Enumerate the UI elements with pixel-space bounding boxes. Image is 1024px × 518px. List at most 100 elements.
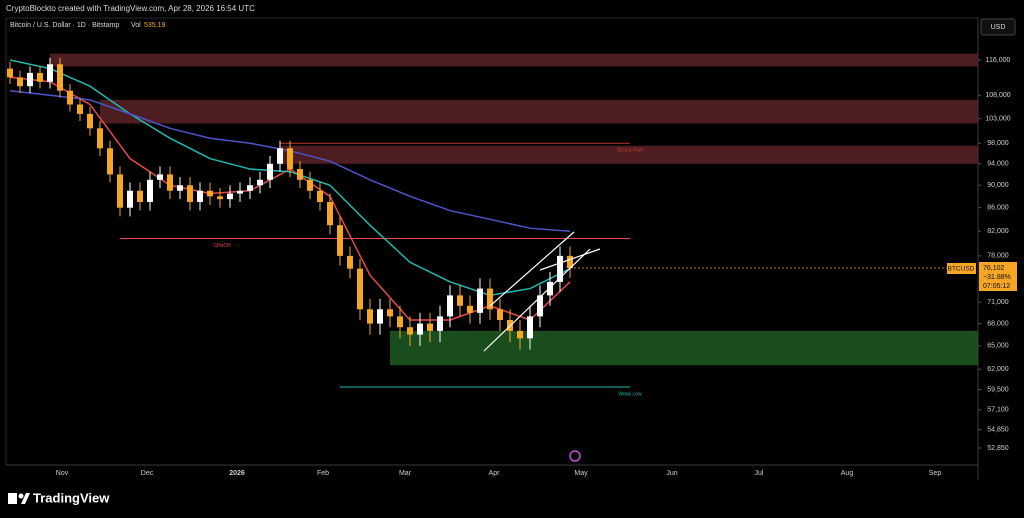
last-price: 76,102 [983, 265, 1005, 272]
candle-body [307, 179, 313, 191]
candle-body [387, 309, 393, 317]
candle-body [287, 148, 293, 170]
y-tick-label: 90,000 [987, 182, 1009, 189]
candle-body [47, 64, 53, 82]
channel-extension [539, 248, 601, 271]
candle-body [227, 193, 233, 200]
y-tick-label: 116,000 [986, 57, 1011, 64]
x-tick-label: 2026 [229, 470, 245, 477]
channel-lower [483, 248, 591, 352]
candle-body [557, 255, 563, 282]
candle-body [7, 68, 13, 78]
y-tick-label: 98,000 [987, 140, 1009, 147]
candle-body [127, 190, 133, 208]
plot-area [5, 17, 979, 466]
candle-body [157, 174, 163, 180]
y-tick-label: 86,000 [987, 205, 1009, 212]
logo[interactable]: TradingView [8, 490, 110, 505]
zone [100, 99, 978, 124]
candle-body [187, 185, 193, 202]
candle-body [437, 316, 443, 331]
y-tick-label: 62,000 [987, 366, 1009, 373]
x-tick-label: Feb [317, 470, 329, 477]
candle-body [537, 295, 543, 317]
candle-body [327, 201, 333, 226]
x-tick-label: Jun [666, 470, 677, 477]
volume: 535.19 [144, 22, 166, 29]
currency-box[interactable] [980, 18, 1016, 36]
level-label: Weak Low [618, 391, 642, 397]
candle-body [347, 255, 353, 269]
candle-body [337, 225, 343, 256]
y-tick-label: 54,850 [987, 427, 1009, 434]
candle-body [107, 148, 113, 175]
candle-body [477, 288, 483, 313]
y-tick-label: 68,000 [987, 320, 1009, 327]
zone [50, 53, 978, 67]
currency[interactable]: USD [991, 24, 1006, 31]
logo-slash [21, 493, 30, 504]
candle-body [317, 190, 323, 202]
candle-body [487, 288, 493, 310]
x-tick-label: Apr [489, 470, 501, 477]
change: −31.88% [983, 274, 1011, 281]
candle-body [407, 327, 413, 335]
y-tick-label: 78,000 [987, 253, 1009, 260]
y-tick-label: 103,000 [985, 115, 1010, 122]
y-tick-label: 82,000 [987, 228, 1009, 235]
candle-body [237, 190, 243, 194]
candle-body [37, 72, 43, 82]
y-tick-label: 94,000 [987, 161, 1009, 168]
candle-body [57, 64, 63, 91]
ticker: BTCUSD [948, 266, 975, 273]
x-tick-label: Sep [929, 470, 942, 477]
y-tick-label: 108,000 [985, 92, 1010, 99]
candle-body [247, 185, 253, 191]
candle-body [517, 330, 523, 339]
logo-dot [18, 493, 24, 499]
candle-body [377, 309, 383, 324]
y-tick-label: 52,850 [987, 445, 1009, 452]
candle-body [567, 255, 573, 269]
x-tick-label: Dec [141, 470, 154, 477]
candle-body [447, 295, 453, 317]
candle-body [17, 77, 23, 87]
event-icon[interactable] [569, 450, 581, 462]
candle-body [277, 148, 283, 164]
candle-body [457, 295, 463, 306]
y-tick-label: 57,100 [987, 407, 1009, 414]
candle-body [257, 179, 263, 186]
candle-body [397, 316, 403, 328]
x-tick-label: Nov [56, 470, 69, 477]
candle-body [197, 190, 203, 202]
zone [280, 145, 978, 164]
logo-mark [8, 493, 17, 504]
volume-label: Vol [131, 22, 141, 29]
candle-body [267, 163, 273, 180]
countdown: 07:05:12 [983, 283, 1010, 290]
candle-body [137, 190, 143, 202]
candle-body [297, 169, 303, 180]
y-tick-label: 71,000 [987, 299, 1009, 306]
plot: Strong High Weak Low CHoCH [7, 53, 978, 397]
zone [390, 330, 978, 366]
candle-body [167, 174, 173, 191]
level-label: CHoCH [213, 243, 231, 249]
candle-body [217, 196, 223, 200]
candle-body [427, 323, 433, 331]
price-box [979, 262, 1017, 291]
candle-body [497, 309, 503, 320]
header: CryptoBlockto created with TradingView.c… [6, 4, 255, 13]
candle-body [547, 281, 553, 296]
channel-upper [489, 231, 575, 307]
symbol: Bitcoin / U.S. Dollar · 1D · Bitstamp [10, 22, 119, 29]
candle-body [147, 179, 153, 202]
candle-body [417, 323, 423, 335]
level-label: Strong High [617, 148, 644, 154]
candle-body [367, 309, 373, 324]
candle-body [527, 316, 533, 339]
x-tick-label: Aug [841, 470, 854, 477]
logo-text: TradingView [33, 490, 110, 505]
